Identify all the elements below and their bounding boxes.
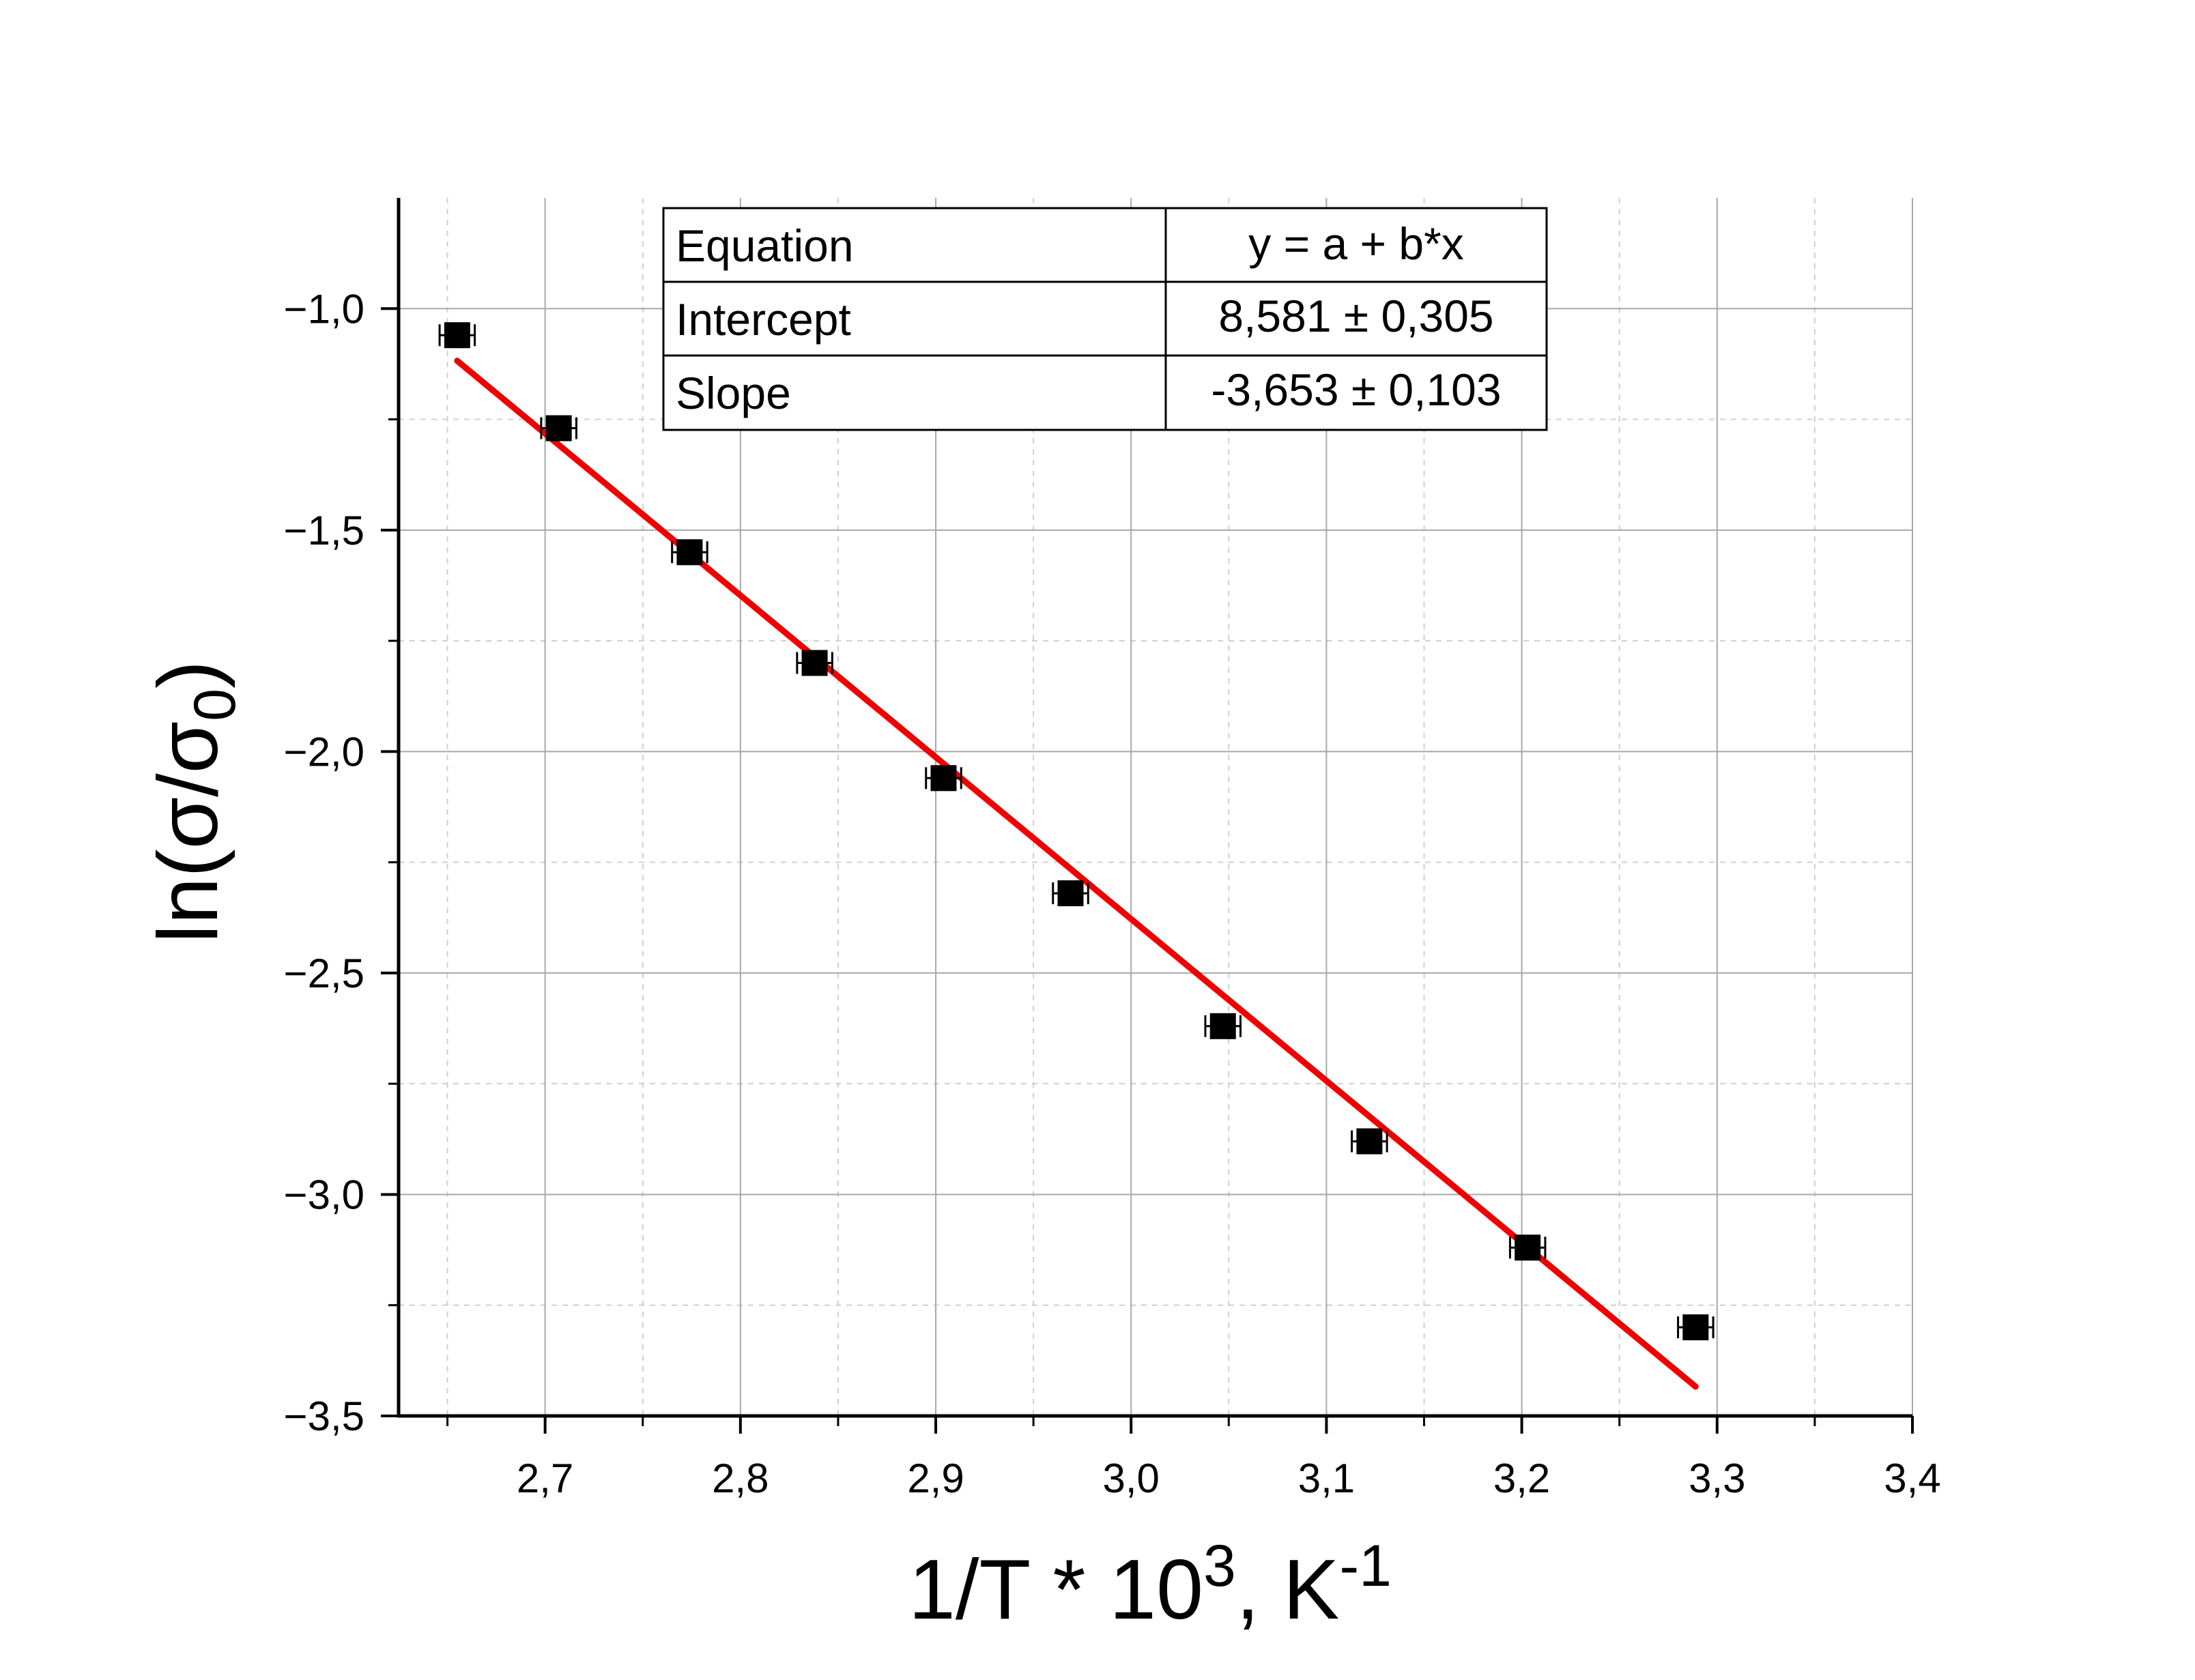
data-point <box>1204 1013 1242 1039</box>
table-value-slope: -3,653 ± 0,103 <box>1211 364 1501 415</box>
table-label-equation: Equation <box>676 220 854 271</box>
data-point <box>1508 1234 1547 1261</box>
x-tick-label: 3,4 <box>1884 1455 1940 1501</box>
point-marker <box>676 539 703 566</box>
y-tick-label: −2,5 <box>284 951 364 996</box>
table-label-slope: Slope <box>676 368 791 418</box>
y-tick-label: −3,0 <box>284 1172 364 1217</box>
point-marker <box>444 322 470 349</box>
data-point <box>671 539 708 566</box>
point-marker <box>1515 1234 1541 1261</box>
x-tick-label: 3,1 <box>1298 1455 1355 1501</box>
x-tick-label: 3,3 <box>1689 1455 1745 1501</box>
x-tick-label: 2,7 <box>517 1455 573 1501</box>
point-marker <box>1209 1013 1236 1039</box>
x-tick-label: 3,2 <box>1493 1455 1550 1501</box>
point-marker <box>1057 880 1084 907</box>
data-points <box>438 322 1715 1341</box>
x-axis-title: 1/T * 103, K-1 <box>908 1533 1392 1637</box>
y-tick-label: −1,5 <box>284 508 364 553</box>
data-point <box>925 765 962 792</box>
fit-results-table: Equation y = a + b*x Intercept 8,581 ± 0… <box>662 207 1548 431</box>
point-marker <box>801 650 828 676</box>
x-tick-label: 2,9 <box>907 1455 964 1501</box>
x-tick-label: 2,8 <box>712 1455 769 1501</box>
y-tick-label: −1,0 <box>284 286 364 332</box>
y-tick-label: −3,5 <box>284 1393 364 1439</box>
y-tick-label: −2,0 <box>284 729 364 774</box>
x-tick-label: 3,0 <box>1103 1455 1160 1501</box>
table-value-equation: y = a + b*x <box>1248 218 1464 269</box>
data-point <box>438 322 476 349</box>
tick-labels: 2,7 2,8 2,9 3,0 3,1 3,2 3,3 3,4 −1,0 −1,5 −2,0 −2,5… <box>284 286 1941 1501</box>
y-axis-title: ln(σ/σ0) <box>141 661 248 943</box>
fit-line <box>454 358 1699 1390</box>
point-marker <box>930 765 957 792</box>
table-label-intercept: Intercept <box>676 294 851 345</box>
data-point <box>1351 1128 1388 1155</box>
fit-layer <box>454 358 1699 1390</box>
point-marker <box>1682 1314 1709 1341</box>
data-point <box>1677 1314 1715 1341</box>
point-marker <box>545 415 572 441</box>
point-marker <box>1356 1128 1383 1155</box>
table-value-intercept: 8,581 ± 0,305 <box>1218 291 1493 341</box>
data-point <box>1052 880 1089 907</box>
data-point <box>796 650 833 676</box>
axes <box>381 198 1914 1434</box>
data-point <box>540 415 577 441</box>
